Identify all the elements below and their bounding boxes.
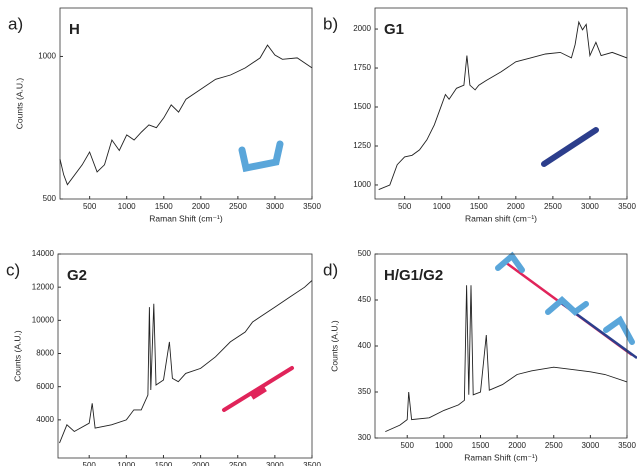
y-tick-label: 450	[358, 295, 372, 304]
spectrum-line	[385, 285, 628, 433]
x-tick-label: 2000	[507, 202, 525, 211]
plot-frame	[374, 7, 628, 200]
x-tick-label: 1000	[435, 441, 453, 450]
x-tick-label: 3500	[303, 202, 321, 211]
spectrum-line	[59, 44, 313, 186]
panel-title: H	[69, 21, 80, 38]
x-tick-label: 1000	[118, 202, 136, 211]
y-tick-label: 2000	[353, 24, 371, 33]
y-tick-label: 1000	[353, 180, 371, 189]
x-tick-label: 3000	[581, 441, 599, 450]
y-tick-label: 14000	[32, 249, 55, 258]
panel-title: G2	[67, 267, 87, 284]
x-tick-label: 500	[83, 202, 97, 211]
x-tick-label: 2000	[508, 441, 526, 450]
y-axis-label: Counts (A.U.)	[329, 320, 339, 372]
x-tick-label: 1500	[155, 461, 173, 466]
spectrum-line	[378, 20, 628, 191]
x-tick-label: 3000	[581, 202, 599, 211]
x-tick-label: 3000	[266, 202, 284, 211]
icon-g2-block	[249, 384, 267, 400]
x-tick-label: 1500	[472, 441, 490, 450]
x-tick-label: 3500	[618, 441, 636, 450]
x-axis-label: Raman Shift (cm⁻¹)	[149, 213, 223, 223]
y-tick-label: 1000	[38, 52, 56, 61]
x-tick-label: 2000	[192, 461, 210, 466]
x-tick-label: 3500	[618, 202, 636, 211]
y-tick-label: 500	[43, 194, 57, 203]
x-tick-label: 1000	[117, 461, 135, 466]
x-tick-label: 500	[401, 441, 415, 450]
y-tick-label: 1750	[353, 63, 371, 72]
x-tick-label: 2500	[544, 202, 562, 211]
molecule-icons	[222, 127, 637, 412]
panel-label: d)	[323, 260, 338, 279]
x-tick-label: 1500	[155, 202, 173, 211]
y-tick-label: 6000	[36, 382, 54, 391]
y-axis-label: Counts (A.U.)	[12, 330, 22, 382]
panel-title: G1	[384, 21, 404, 38]
x-tick-label: 3000	[266, 461, 284, 466]
x-tick-label: 2500	[229, 461, 247, 466]
y-tick-label: 12000	[32, 282, 55, 291]
x-axis-label: Raman shift (cm⁻¹)	[465, 213, 537, 223]
x-axis-label: Raman Shift (cm⁻¹)	[464, 452, 538, 462]
y-tick-label: 1500	[353, 102, 371, 111]
panel-label: b)	[323, 14, 338, 33]
panel-label: a)	[8, 14, 23, 33]
x-tick-label: 1000	[433, 202, 451, 211]
panel-title: H/G1/G2	[384, 267, 443, 284]
spectrum-line	[59, 280, 313, 444]
icon-h	[238, 140, 284, 173]
icon-g1	[541, 127, 599, 167]
y-tick-label: 350	[358, 387, 372, 396]
x-tick-label: 3500	[303, 461, 321, 466]
x-tick-label: 2500	[229, 202, 247, 211]
icon-hg-units	[495, 251, 635, 345]
y-axis-label: Counts (A.U.)	[14, 78, 24, 130]
plot-frame	[59, 7, 313, 200]
x-tick-label: 500	[398, 202, 412, 211]
y-tick-label: 8000	[36, 349, 54, 358]
y-tick-label: 4000	[36, 415, 54, 424]
x-tick-label: 2500	[545, 441, 563, 450]
y-tick-label: 10000	[32, 315, 55, 324]
y-tick-label: 1250	[353, 141, 371, 150]
y-tick-label: 500	[358, 249, 372, 258]
plot-frame	[57, 253, 313, 459]
y-tick-label: 300	[358, 433, 372, 442]
x-tick-label: 500	[83, 461, 97, 466]
panel-label: c)	[6, 260, 20, 279]
y-tick-label: 400	[358, 341, 372, 350]
x-tick-label: 1500	[470, 202, 488, 211]
x-tick-label: 2000	[192, 202, 210, 211]
